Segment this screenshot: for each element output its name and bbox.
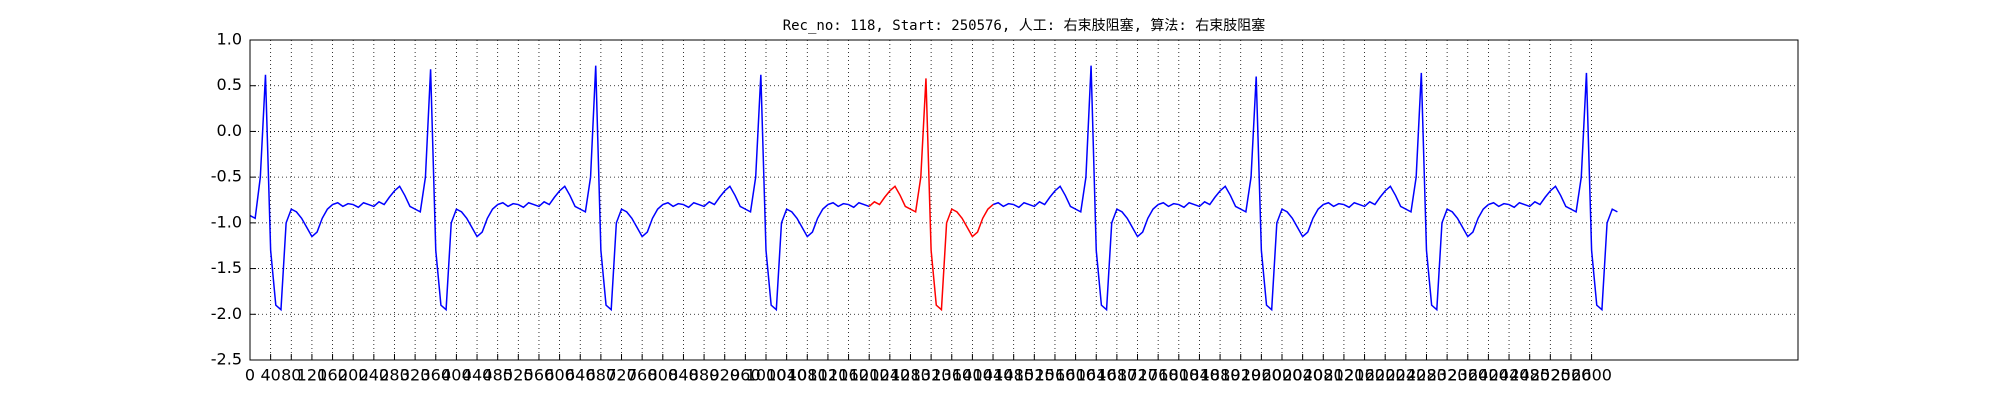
x-tick-label: 360	[420, 366, 451, 385]
x-tick-label: 2200	[1365, 366, 1406, 385]
x-tick-label: 280	[379, 366, 410, 385]
x-tick-label: 920	[709, 366, 740, 385]
x-tick-label: 2080	[1303, 366, 1344, 385]
x-tick-label: 2160	[1344, 366, 1385, 385]
plot-frame	[249, 39, 1799, 361]
x-tick-label: 1680	[1097, 366, 1138, 385]
y-tick-label: -1.0	[211, 212, 242, 231]
x-tick-label: 1160	[828, 366, 869, 385]
y-tick-label: -2.0	[211, 304, 242, 323]
x-tick-label: 1120	[808, 366, 849, 385]
ecg-line	[868, 78, 994, 312]
x-tick-label: 1600	[1055, 366, 1096, 385]
x-tick-label: 2600	[1571, 366, 1612, 385]
x-tick-label: 2360	[1447, 366, 1488, 385]
x-tick-label: 1920	[1220, 366, 1261, 385]
x-tick-label: 1760	[1138, 366, 1179, 385]
x-tick-label: 2480	[1509, 366, 1550, 385]
x-tick-label: 1480	[993, 366, 1034, 385]
x-tick-label: 1200	[849, 366, 890, 385]
x-tick-label: 320	[400, 366, 431, 385]
y-tick-label: 1.0	[217, 30, 242, 49]
x-tick-label: 600	[544, 366, 575, 385]
chart-title: Rec_no: 118, Start: 250576, 人工: 右束肢阻塞, 算…	[783, 17, 1266, 34]
x-tick-label: 680	[586, 366, 617, 385]
x-tick-label: 1800	[1158, 366, 1199, 385]
y-tick-label: 0.0	[217, 121, 242, 140]
x-tick-label: 1240	[869, 366, 910, 385]
x-tick-label: 2120	[1324, 366, 1365, 385]
x-tick-label: 240	[359, 366, 390, 385]
x-tick-label: 2000	[1262, 366, 1303, 385]
x-tick-label: 1880	[1200, 366, 1241, 385]
x-tick-label: 2560	[1551, 366, 1592, 385]
y-tick-label: 0.5	[217, 75, 242, 94]
x-tick-label: 1320	[911, 366, 952, 385]
y-tick-label: -1.5	[211, 258, 242, 277]
y-tick-label: -0.5	[211, 167, 242, 186]
x-tick-label: 760	[627, 366, 658, 385]
x-tick-label: 480	[482, 366, 513, 385]
x-tick-label: 840	[668, 366, 699, 385]
x-tick-label: 1080	[787, 366, 828, 385]
x-tick-label: 880	[689, 366, 720, 385]
x-tick-label: 200	[338, 366, 369, 385]
x-tick-label: 1440	[973, 366, 1014, 385]
y-tick-label: -2.5	[211, 350, 242, 369]
x-tick-label: 1400	[952, 366, 993, 385]
x-tick-label: 720	[606, 366, 637, 385]
x-tick-label: 80	[281, 366, 301, 385]
x-tick-label: 1640	[1076, 366, 1117, 385]
x-tick-label: 2240	[1385, 366, 1426, 385]
x-tick-label: 120	[297, 366, 328, 385]
x-tick-label: 1560	[1035, 366, 1076, 385]
x-tick-label: 1280	[890, 366, 931, 385]
x-tick-label: 1840	[1179, 366, 1220, 385]
ecg-line	[249, 65, 1618, 312]
x-tick-label: 1360	[931, 366, 972, 385]
x-tick-label: 640	[565, 366, 596, 385]
x-tick-label: 40	[260, 366, 280, 385]
x-tick-label: 2400	[1468, 366, 1509, 385]
x-tick-label: 520	[503, 366, 534, 385]
x-tick-label: 800	[648, 366, 679, 385]
x-tick-label: 2280	[1406, 366, 1447, 385]
x-tick-label: 2320	[1427, 366, 1468, 385]
x-tick-label: 0	[245, 366, 255, 385]
x-tick-label: 1000	[746, 366, 787, 385]
x-tick-label: 440	[462, 366, 493, 385]
x-tick-label: 1040	[766, 366, 807, 385]
x-tick-label: 2520	[1530, 366, 1571, 385]
x-tick-label: 1520	[1014, 366, 1055, 385]
x-tick-label: 1960	[1241, 366, 1282, 385]
x-tick-label: 560	[524, 366, 555, 385]
x-tick-label: 2440	[1489, 366, 1530, 385]
x-tick-label: 400	[441, 366, 472, 385]
x-tick-label: 960	[730, 366, 761, 385]
x-tick-label: 1720	[1117, 366, 1158, 385]
x-tick-label: 2040	[1282, 366, 1323, 385]
x-tick-label: 160	[317, 366, 348, 385]
